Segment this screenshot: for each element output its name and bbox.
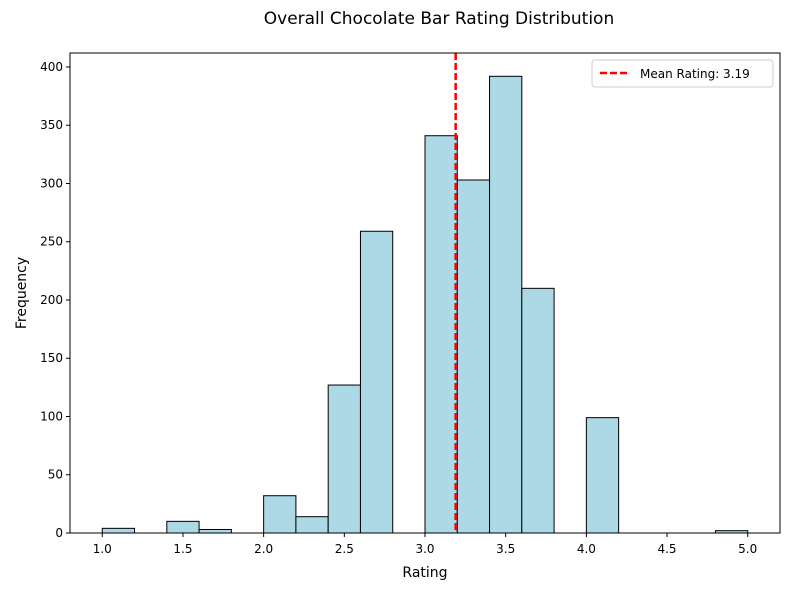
histogram-bar <box>359 230 394 534</box>
x-tick-label: 2.0 <box>254 542 273 556</box>
histogram-bar <box>456 179 491 534</box>
histogram-bar <box>198 529 232 534</box>
bars-group <box>101 75 749 534</box>
histogram-bar <box>295 516 329 534</box>
chart-title: Overall Chocolate Bar Rating Distributio… <box>264 9 614 29</box>
y-tick-label: 200 <box>40 293 63 307</box>
histogram-bar <box>424 135 458 534</box>
histogram-bar <box>327 384 361 534</box>
legend-box <box>591 59 774 88</box>
x-tick-label: 4.0 <box>577 542 596 556</box>
legend-mean-label: Mean Rating: 3.19 <box>640 67 750 81</box>
x-tick-label: 1.0 <box>93 542 112 556</box>
x-tick-label: 1.5 <box>173 542 192 556</box>
y-tick-label: 100 <box>40 409 63 423</box>
y-tick-label: 400 <box>40 60 63 74</box>
x-tick-label: 2.5 <box>335 542 354 556</box>
y-tick-label: 150 <box>40 351 63 365</box>
y-tick-label: 50 <box>48 468 63 482</box>
x-tick-label: 3.5 <box>496 542 515 556</box>
y-tick-label: 250 <box>40 235 63 249</box>
y-axis: 0 50 100 150 200 250 300 350 400 <box>40 60 70 540</box>
x-axis-label: Rating <box>402 565 447 581</box>
histogram-bar <box>489 75 523 534</box>
x-tick-label: 5.0 <box>738 542 757 556</box>
histogram-bar <box>263 495 297 534</box>
x-tick-label: 4.5 <box>657 542 676 556</box>
y-axis-label: Frequency <box>14 257 30 329</box>
histogram-bar <box>166 520 200 534</box>
legend: Mean Rating: 3.19 <box>591 59 774 88</box>
y-tick-label: 300 <box>40 176 63 190</box>
histogram-bar <box>521 287 555 534</box>
y-tick-label: 0 <box>55 526 63 540</box>
histogram-bar <box>585 417 620 534</box>
y-tick-label: 350 <box>40 118 63 132</box>
x-axis: 1.0 1.5 2.0 2.5 3.0 3.5 4.0 4.5 5.0 <box>93 533 757 556</box>
x-tick-label: 3.0 <box>415 542 434 556</box>
histogram-bar <box>101 527 136 534</box>
